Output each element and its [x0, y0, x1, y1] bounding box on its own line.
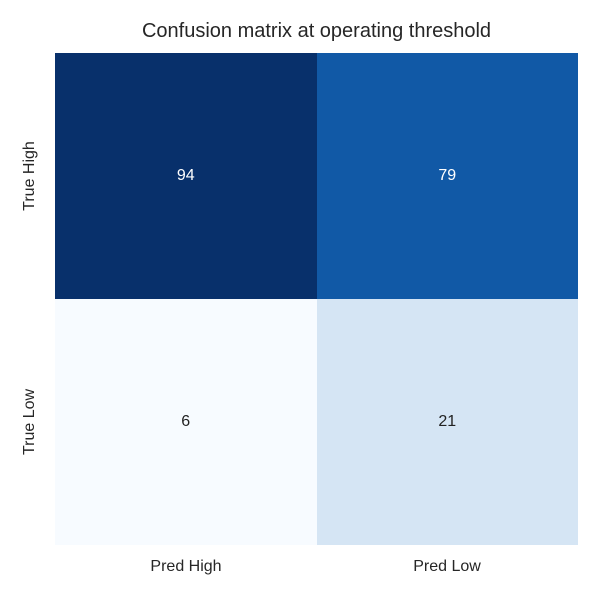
heatmap-cell-true-high-pred-low: 79 [316, 53, 578, 299]
x-tick-label-pred-high: Pred High [150, 558, 222, 575]
heatmap-cell-true-high-pred-high: 94 [55, 53, 317, 299]
heatmap-grid: 94 79 6 21 [55, 53, 578, 545]
chart-title: Confusion matrix at operating threshold [141, 20, 492, 42]
y-tick-label-true-low: True Low [21, 388, 38, 456]
heatmap-cell-true-low-pred-high: 6 [55, 299, 317, 545]
heatmap-cell-true-low-pred-low: 21 [316, 299, 578, 545]
y-tick-label-true-high: True High [21, 141, 38, 211]
x-tick-label-pred-low: Pred Low [413, 558, 481, 575]
